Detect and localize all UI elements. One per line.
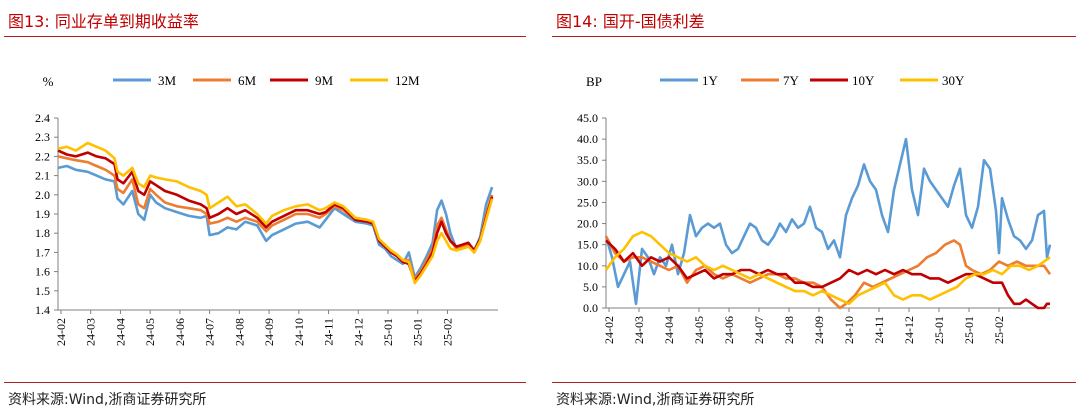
right-panel: 图14: 国开-国债利差 BP 0.0 5.0 10.0 15.0 20.0 25.0 30.… <box>548 0 1080 416</box>
source-note: 资料来源:Wind,浙商证券研究所 <box>556 392 755 408</box>
y-tick-label: 2.2 <box>35 149 50 163</box>
y-tick-label: 25.0 <box>577 195 598 209</box>
series-line-10Y <box>605 239 1050 310</box>
y-tick-label: 30.0 <box>577 174 598 188</box>
y-axis-label: % <box>43 74 54 89</box>
y-tick-label: 1.9 <box>35 207 50 221</box>
x-tick-label: 24-12 <box>351 318 365 346</box>
x-tick-label: 24-09 <box>812 316 826 344</box>
x-tick-label: 25-01 <box>381 318 395 346</box>
y-tick-label: 1.5 <box>35 284 50 298</box>
source-divider <box>4 382 526 383</box>
x-tick-label: 25-01 <box>411 318 425 346</box>
y-tick-label: 0.0 <box>583 301 598 315</box>
x-tick-label: 24-12 <box>902 316 916 344</box>
chart-title: 图14: 国开-国债利差 <box>556 12 705 31</box>
series-line-12M <box>57 141 494 285</box>
legend-label-3M: 3M <box>158 73 177 88</box>
x-tick-label: 24-10 <box>842 316 856 344</box>
left-panel: 图13: 同业存单到期收益率 % 1.4 1.5 1.6 1.7 1.8 1.9 2.0 2.1… <box>0 0 530 416</box>
x-tick-label: 24-02 <box>54 318 68 346</box>
series-line-9M <box>57 149 494 283</box>
x-tick-label: 24-04 <box>113 318 127 346</box>
x-tick-label: 24-07 <box>203 318 217 346</box>
x-tick-label: 24-06 <box>173 318 187 346</box>
yield-chart: % 1.4 1.5 1.6 1.7 1.8 1.9 2.0 2.1 2.2 2.3 2.4 24-02 2… <box>35 73 498 346</box>
y-tick-label: 15.0 <box>577 238 598 252</box>
legend-label-10Y: 10Y <box>852 73 875 88</box>
source-divider <box>552 382 1076 383</box>
y-tick-label: 20.0 <box>577 217 598 231</box>
x-tick-label: 24-09 <box>262 318 276 346</box>
x-tick-label: 25-02 <box>992 316 1006 344</box>
y-tick-label: 40.0 <box>577 132 598 146</box>
y-tick-label: 2.3 <box>35 130 50 144</box>
y-tick-label: 1.8 <box>35 226 50 240</box>
legend-label-30Y: 30Y <box>942 73 965 88</box>
x-tick-label: 24-05 <box>143 318 157 346</box>
y-tick-label: 2.1 <box>35 169 50 183</box>
x-tick-label: 25-02 <box>440 318 454 346</box>
series-line-3M <box>57 164 494 279</box>
x-tick-label: 24-07 <box>752 316 766 344</box>
legend-label-12M: 12M <box>395 73 420 88</box>
x-tick-label: 24-06 <box>722 316 736 344</box>
legend-label-9M: 9M <box>315 73 334 88</box>
y-tick-label: 1.7 <box>35 245 50 259</box>
spread-chart: BP 0.0 5.0 10.0 15.0 20.0 25.0 30.0 35.0 40.0 45.0… <box>577 73 1052 344</box>
x-tick-label: 24-08 <box>232 318 246 346</box>
x-tick-label: 25-01 <box>932 316 946 344</box>
source-note: 资料来源:Wind,浙商证券研究所 <box>8 392 207 408</box>
y-axis-label: BP <box>586 74 602 89</box>
series-line-30Y <box>604 230 1051 306</box>
y-tick-label: 35.0 <box>577 153 598 167</box>
series-line-6M <box>57 155 494 281</box>
x-tick-label: 24-11 <box>322 318 336 346</box>
x-tick-label: 24-03 <box>84 318 98 346</box>
x-tick-label: 24-11 <box>872 316 886 344</box>
title-divider <box>552 36 1076 37</box>
y-tick-label: 1.6 <box>35 265 50 279</box>
legend-label-6M: 6M <box>238 73 257 88</box>
title-divider <box>4 36 526 37</box>
x-tick-label: 24-04 <box>662 316 676 344</box>
y-tick-label: 2.0 <box>35 188 50 202</box>
x-tick-label: 24-05 <box>692 316 706 344</box>
x-tick-label: 24-03 <box>632 316 646 344</box>
x-tick-label: 25-01 <box>962 316 976 344</box>
y-tick-label: 45.0 <box>577 111 598 125</box>
y-tick-label: 10.0 <box>577 259 598 273</box>
x-tick-label: 24-10 <box>292 318 306 346</box>
y-tick-label: 2.4 <box>35 111 50 125</box>
y-tick-label: 1.4 <box>35 303 50 317</box>
legend-label-7Y: 7Y <box>783 73 800 88</box>
chart-title: 图13: 同业存单到期收益率 <box>8 12 199 31</box>
y-tick-label: 5.0 <box>583 280 598 294</box>
legend-label-1Y: 1Y <box>702 73 719 88</box>
x-tick-label: 24-02 <box>602 316 616 344</box>
x-tick-label: 24-08 <box>782 316 796 344</box>
